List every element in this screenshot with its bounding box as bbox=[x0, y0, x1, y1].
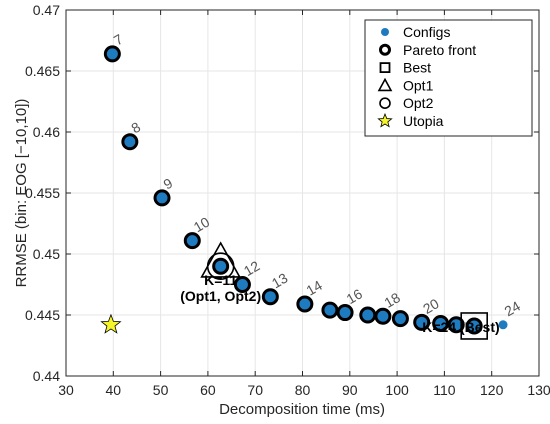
legend-label-opt1: Opt1 bbox=[403, 77, 434, 93]
legend-symbol-opt2 bbox=[379, 97, 391, 109]
x-tick-label: 100 bbox=[385, 382, 409, 398]
y-tick-label: 0.445 bbox=[25, 307, 60, 323]
utopia-marker bbox=[100, 313, 122, 334]
annotation-text: K=24 (Best) bbox=[422, 319, 499, 335]
pareto-front-point bbox=[153, 189, 171, 207]
best-marker bbox=[460, 312, 488, 340]
x-tick-label: 70 bbox=[247, 382, 263, 398]
pareto-front-point bbox=[374, 307, 392, 325]
x-tick-label: 40 bbox=[106, 382, 122, 398]
config-label: 16 bbox=[344, 285, 366, 307]
pareto-front-point bbox=[296, 295, 314, 313]
legend-label-configs: Configs bbox=[403, 24, 450, 40]
x-tick-label: 50 bbox=[153, 382, 169, 398]
legend-symbol-configs bbox=[381, 28, 389, 36]
annotation-text: (Opt1, Opt2) bbox=[180, 288, 261, 304]
x-tick-label: 130 bbox=[527, 382, 550, 398]
pareto-front-point bbox=[359, 306, 377, 324]
chart-marks bbox=[100, 45, 508, 340]
legend-symbol-best bbox=[379, 62, 391, 73]
legend-symbol-utopia bbox=[377, 112, 393, 128]
annotation-text: K=11 bbox=[204, 272, 237, 288]
legend-label-opt2: Opt2 bbox=[403, 95, 434, 111]
y-tick-label: 0.465 bbox=[25, 63, 60, 79]
x-tick-label: 60 bbox=[200, 382, 216, 398]
pareto-front-point bbox=[321, 301, 339, 319]
config-label: 13 bbox=[269, 270, 291, 292]
pareto-front-point bbox=[465, 317, 483, 335]
pareto-front-point bbox=[413, 313, 431, 331]
x-axis-label: Decomposition time (ms) bbox=[219, 401, 385, 418]
legend-symbol-opt1 bbox=[377, 77, 393, 92]
config-label: 24 bbox=[502, 298, 524, 320]
pareto-front-point bbox=[391, 310, 409, 328]
y-tick-label: 0.455 bbox=[25, 185, 60, 201]
x-tick-label: 30 bbox=[58, 382, 74, 398]
x-tick-label: 90 bbox=[342, 382, 358, 398]
y-axis-label: RRMSE (bin: EOG [−10,10]) bbox=[13, 99, 30, 288]
legend-label-pareto-front: Pareto front bbox=[403, 42, 476, 58]
opt1-marker bbox=[200, 241, 242, 278]
pareto-front-point bbox=[121, 133, 139, 151]
legend-label-best: Best bbox=[403, 60, 431, 76]
config-label: 10 bbox=[191, 213, 213, 235]
axis-ticks: 30 40 50 60 70 80 90 100 110 120 130 0.44 0.445 0.45 0… bbox=[25, 2, 550, 398]
pareto-front-point bbox=[447, 316, 465, 334]
config-label: 12 bbox=[241, 257, 263, 279]
y-tick-label: 0.47 bbox=[33, 2, 60, 18]
pareto-front-point bbox=[336, 304, 354, 322]
y-tick-label: 0.45 bbox=[33, 246, 60, 262]
legend-symbol-pareto-front bbox=[379, 43, 391, 56]
legend-label-utopia: Utopia bbox=[403, 113, 444, 129]
x-tick-label: 120 bbox=[480, 382, 504, 398]
y-tick-label: 0.46 bbox=[33, 124, 60, 140]
pareto-front-point bbox=[183, 232, 201, 250]
y-tick-label: 0.44 bbox=[33, 368, 60, 384]
pareto-front-point bbox=[212, 257, 230, 275]
pareto-front-point bbox=[233, 276, 251, 293]
pareto-front-point bbox=[432, 315, 450, 333]
config-label: 20 bbox=[420, 295, 442, 317]
opt2-marker bbox=[206, 252, 235, 281]
legend-box bbox=[364, 19, 533, 137]
config-point bbox=[498, 320, 508, 330]
pareto-front-point bbox=[103, 45, 121, 63]
x-tick-label: 110 bbox=[433, 382, 456, 398]
x-tick-label: 80 bbox=[295, 382, 311, 398]
pareto-front-point bbox=[261, 288, 279, 306]
config-label: 18 bbox=[381, 289, 403, 311]
config-label: 14 bbox=[303, 277, 325, 299]
